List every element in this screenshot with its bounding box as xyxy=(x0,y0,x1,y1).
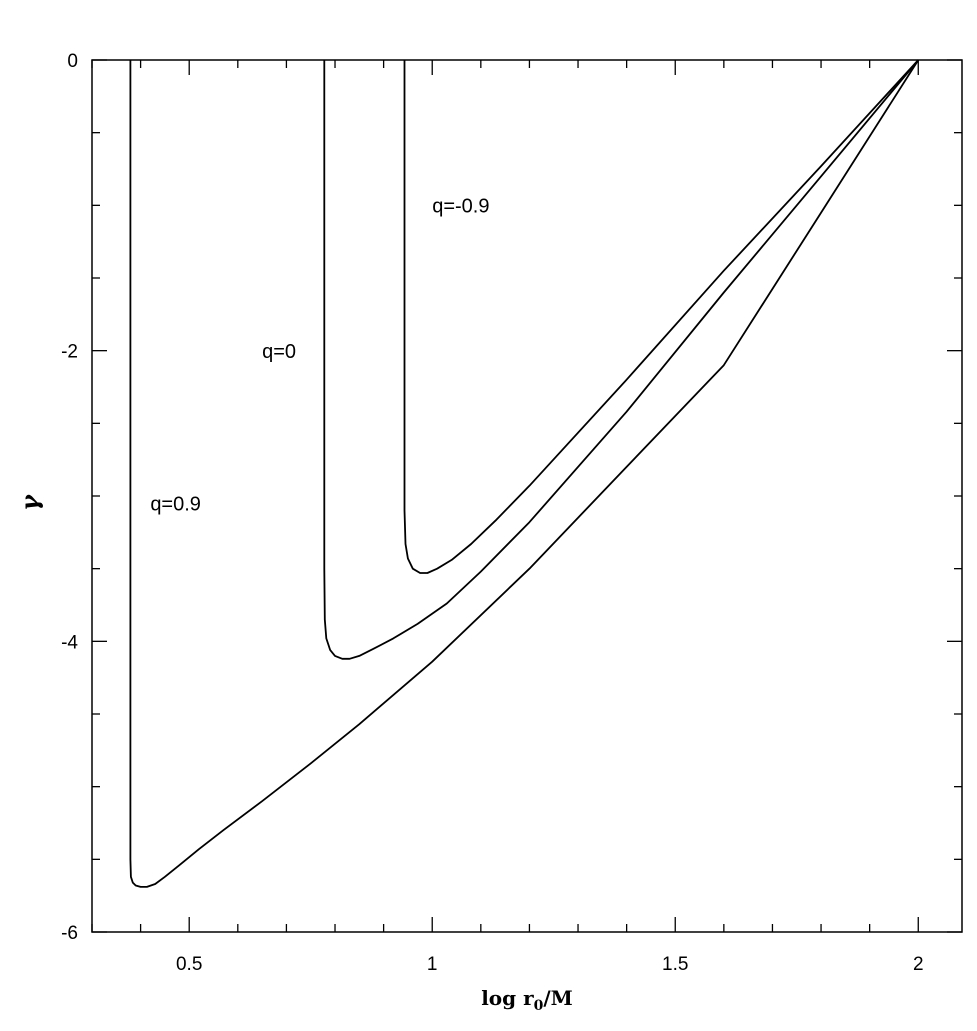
x-tick-label: 1.5 xyxy=(662,954,688,975)
y-tick-label: -2 xyxy=(61,342,78,363)
y-axis-title: γ xyxy=(15,494,44,511)
series-line-q-0-9 xyxy=(129,59,920,888)
series-label: q=0 xyxy=(262,341,296,363)
series-line-q-0-9 xyxy=(403,59,919,574)
plot-frame xyxy=(91,59,963,933)
x-tick-label: 2 xyxy=(913,954,924,975)
x-axis-title-subscript: 0 xyxy=(534,998,544,1014)
series-label: q=-0.9 xyxy=(432,196,489,218)
y-tick-label: -4 xyxy=(61,632,78,653)
series-annotations: q=-0.9 q=0 q=0.9 xyxy=(150,196,489,516)
x-axis-title-main: log r xyxy=(481,986,534,1010)
x-tick-label: 0.5 xyxy=(176,954,202,975)
x-axis-title: log r0/M xyxy=(481,986,573,1014)
ticks xyxy=(91,59,962,933)
tick-labels: 0.5 1 1.5 2 0 -2 -4 -6 xyxy=(61,51,923,975)
series-line-q-0 xyxy=(323,59,919,660)
series-label: q=0.9 xyxy=(150,494,201,516)
y-tick-label: 0 xyxy=(67,51,78,72)
y-tick-label: -6 xyxy=(61,923,78,944)
series-lines xyxy=(129,59,920,888)
x-tick-label: 1 xyxy=(427,954,438,975)
x-axis-title-suffix: /M xyxy=(543,986,572,1010)
